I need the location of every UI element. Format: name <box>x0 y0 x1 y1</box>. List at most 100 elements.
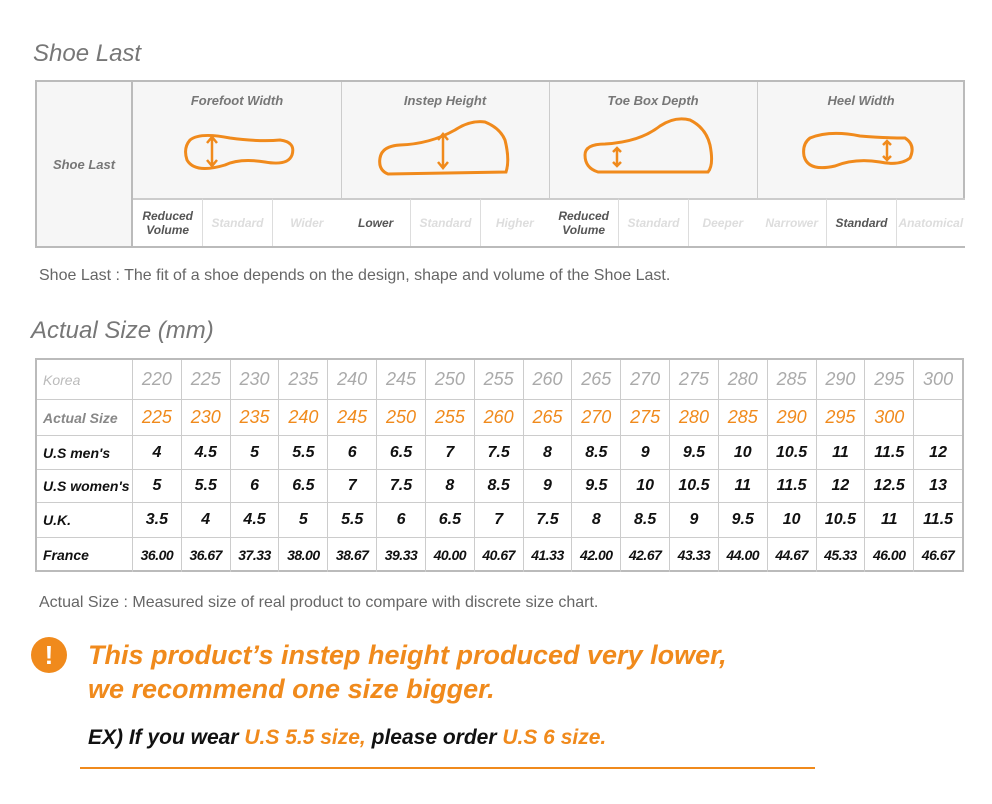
notice-line: This product’s instep height produced ve… <box>88 640 727 670</box>
table-cell: 250 <box>376 399 425 435</box>
feature-option: Wider <box>271 198 341 246</box>
feature-option: Standard <box>410 198 480 246</box>
table-cell: 7 <box>327 469 377 502</box>
example-text: EX) If you wear <box>88 726 245 749</box>
table-cell: 285 <box>717 399 767 435</box>
example-text: please order <box>365 726 503 749</box>
table-cell: 11.5 <box>913 502 962 537</box>
feature-option: Standard <box>618 198 688 246</box>
feature-name: Heel Width <box>827 92 895 108</box>
notice-line: we recommend one size bigger. <box>88 674 495 704</box>
example: EX) If you wear U.S 5.5 size, please ord… <box>88 726 606 750</box>
row-label: U.S men's <box>37 435 132 469</box>
table-cell: 255 <box>424 399 474 435</box>
table-cell: 235 <box>229 399 279 435</box>
table-cell: 8 <box>424 469 474 502</box>
table-cell: 8.5 <box>620 502 670 537</box>
table-cell: 270 <box>571 399 621 435</box>
table-cell: 225 <box>132 399 181 435</box>
example-highlight: U.S 5.5 size, <box>244 726 366 749</box>
table-cell: 295 <box>864 360 913 399</box>
table-cell: 8.5 <box>473 469 523 502</box>
table-cell: 235 <box>278 360 327 399</box>
row-label: U.S women's <box>37 469 132 502</box>
table-cell: 300 <box>913 360 962 399</box>
table-cell: 40.00 <box>424 537 474 572</box>
table-cell: 240 <box>327 360 376 399</box>
feature-option: Deeper <box>687 198 757 246</box>
icon-heel <box>802 131 914 170</box>
table-cell: 270 <box>620 360 669 399</box>
table-cell: 41.33 <box>522 537 572 572</box>
table-cell: 9.5 <box>669 435 718 469</box>
table-cell: 36.00 <box>132 537 181 572</box>
table-cell: 260 <box>473 399 523 435</box>
feature-option: Lower <box>341 198 411 246</box>
col-sep <box>549 82 550 246</box>
row-label: Shoe Last <box>37 82 133 246</box>
table-cell: 46.00 <box>864 537 914 572</box>
table-cell: 290 <box>766 399 816 435</box>
table-cell: 265 <box>571 360 620 399</box>
table-cell: 6.5 <box>424 502 474 537</box>
feature-name: Forefoot Width <box>190 92 284 108</box>
table-cell: 6.5 <box>376 435 425 469</box>
notice-icon-bg <box>31 637 67 673</box>
table-cell: 290 <box>815 360 865 399</box>
table-cell: 275 <box>669 360 718 399</box>
table-cell: 7 <box>473 502 523 537</box>
size-table: Korea 220 225 230 235 240 245 250 255 260 265 270 27… <box>35 358 964 572</box>
table-cell: 260 <box>522 360 572 399</box>
table-cell: 38.00 <box>278 537 328 572</box>
table-cell: 10.5 <box>766 435 816 469</box>
table-cell: 7 <box>424 435 474 469</box>
table-cell: 11 <box>815 435 865 469</box>
table-cell: 10 <box>717 435 767 469</box>
feature-option: Anatomical <box>895 198 965 246</box>
table-cell: 9 <box>522 469 572 502</box>
row-label: U.K. <box>37 502 132 537</box>
table-cell: 12.5 <box>864 469 914 502</box>
row-label: Actual Size <box>37 399 132 435</box>
table-cell: 5 <box>132 469 181 502</box>
icon-toebox <box>583 117 714 174</box>
icon-instep <box>378 120 510 176</box>
notice-icon: ! <box>44 640 54 670</box>
table-cell: 13 <box>913 469 962 502</box>
table-cell: 39.33 <box>376 537 425 572</box>
table-cell: 5.5 <box>278 435 328 469</box>
arrow <box>206 135 218 168</box>
table-cell: 9.5 <box>571 469 621 502</box>
table-cell: 245 <box>376 360 425 399</box>
table-cell: 11 <box>864 502 914 537</box>
table-cell: 8.5 <box>571 435 621 469</box>
table-cell: 275 <box>620 399 670 435</box>
table-cell: 6 <box>376 502 425 537</box>
table-cell: 225 <box>180 360 230 399</box>
feature-option: Higher <box>479 198 549 246</box>
table-cell: 245 <box>327 399 377 435</box>
icon-forefoot <box>184 133 295 171</box>
section-title: Actual Size (mm) <box>31 317 214 344</box>
table-cell: 9 <box>620 435 670 469</box>
table-cell: 5 <box>278 502 328 537</box>
table-cell: 11 <box>717 469 767 502</box>
feature-option: Reduced Volume <box>133 198 203 246</box>
col-sep <box>341 82 342 246</box>
table-cell: 4 <box>132 435 181 469</box>
section-title: Shoe Last <box>33 40 142 67</box>
row-label: Korea <box>43 371 81 388</box>
table-cell: 10 <box>766 502 816 537</box>
table-cell: 285 <box>766 360 816 399</box>
table-cell: 220 <box>132 360 181 399</box>
example-highlight: U.S 6 size. <box>502 726 607 749</box>
table-cell: 6 <box>229 469 279 502</box>
table-cell: 3.5 <box>132 502 181 537</box>
table-cell: 40.67 <box>473 537 523 572</box>
row-label: France <box>37 537 132 572</box>
feature-option: Standard <box>826 198 896 246</box>
table-cell: 44.00 <box>717 537 767 572</box>
table-cell: 7.5 <box>376 469 425 502</box>
